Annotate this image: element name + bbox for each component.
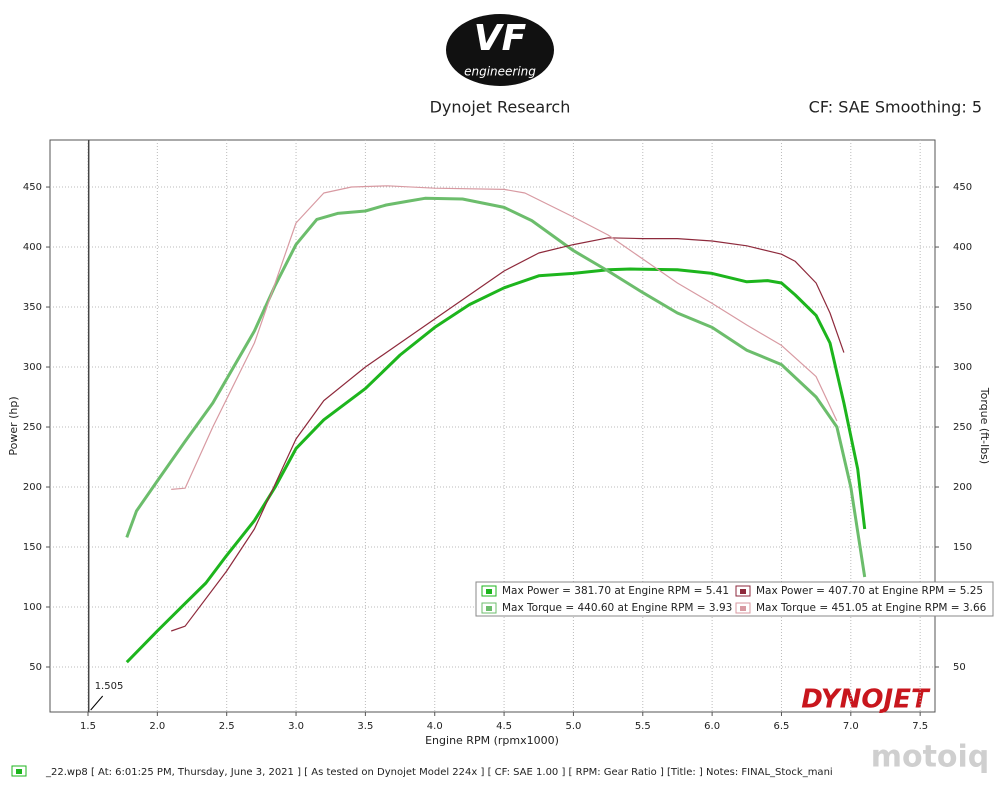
y2-tick-label: 250 xyxy=(953,422,972,433)
chart-title: Dynojet Research xyxy=(430,98,571,117)
x-tick-label: 5.0 xyxy=(565,721,581,732)
y2-tick-label: 350 xyxy=(953,302,972,313)
legend-swatch-fill xyxy=(486,606,492,611)
y2-tick-label: 450 xyxy=(953,182,972,193)
legend-label: Max Power = 407.70 at Engine RPM = 5.25 xyxy=(756,585,983,597)
x-tick-label: 7.5 xyxy=(912,721,928,732)
y-tick-label: 150 xyxy=(23,542,42,553)
cursor-arrow xyxy=(90,695,104,711)
x-tick-label: 6.0 xyxy=(704,721,720,732)
legend-swatch-fill xyxy=(740,606,746,611)
series-line xyxy=(171,237,845,632)
chart-subtitle: CF: SAE Smoothing: 5 xyxy=(809,98,982,117)
footer: _22.wp8 [ At: 6:01:25 PM, Thursday, June… xyxy=(45,767,833,778)
y-axis-label: Power (hp) xyxy=(7,396,20,455)
y-tick-label: 200 xyxy=(23,482,42,493)
y-tick-label: 50 xyxy=(29,662,42,673)
x-tick-label: 3.0 xyxy=(288,721,304,732)
x-axis-label: Engine RPM (rpmx1000) xyxy=(425,734,559,747)
watermark: motoiq xyxy=(871,740,990,775)
legend-label: Max Torque = 451.05 at Engine RPM = 3.66 xyxy=(756,602,987,614)
logo: VF xyxy=(474,18,527,59)
legend-swatch-fill xyxy=(740,589,746,594)
x-tick-label: 3.5 xyxy=(357,721,373,732)
y2-axis-label: Torque (ft-lbs) xyxy=(978,387,991,464)
y-tick-label: 450 xyxy=(23,182,42,193)
series-line xyxy=(125,196,867,578)
x-tick-label: 5.5 xyxy=(635,721,651,732)
y2-tick-label: 50 xyxy=(953,662,966,673)
x-tick-label: 7.0 xyxy=(843,721,859,732)
footer-swatch-fill xyxy=(16,769,22,774)
x-tick-label: 4.0 xyxy=(427,721,443,732)
cursor-label: 1.505 xyxy=(95,681,124,692)
x-tick-label: 2.0 xyxy=(149,721,165,732)
series-line xyxy=(171,185,838,490)
y-tick-label: 100 xyxy=(23,602,42,613)
y-tick-label: 400 xyxy=(23,242,42,253)
brand: DYNOJET xyxy=(801,685,931,715)
legend-label: Max Torque = 440.60 at Engine RPM = 3.93 xyxy=(502,602,732,614)
legend-label: Max Power = 381.70 at Engine RPM = 5.41 xyxy=(502,585,729,597)
x-tick-label: 2.5 xyxy=(219,721,235,732)
y2-tick-label: 200 xyxy=(953,482,972,493)
y-tick-label: 350 xyxy=(23,302,42,313)
legend-swatch-fill xyxy=(486,589,492,594)
x-tick-label: 1.5 xyxy=(80,721,96,732)
x-tick-label: 4.5 xyxy=(496,721,512,732)
x-tick-label: 6.5 xyxy=(774,721,790,732)
logo-badge xyxy=(446,14,554,86)
y2-tick-label: 150 xyxy=(953,542,972,553)
series-line xyxy=(125,267,867,664)
y-tick-label: 250 xyxy=(23,422,42,433)
y2-tick-label: 300 xyxy=(953,362,972,373)
y2-tick-label: 400 xyxy=(953,242,972,253)
y-tick-label: 300 xyxy=(23,362,42,373)
plot-frame xyxy=(49,139,936,713)
logo-sub: engineering xyxy=(464,65,536,79)
legend-box xyxy=(475,581,994,617)
